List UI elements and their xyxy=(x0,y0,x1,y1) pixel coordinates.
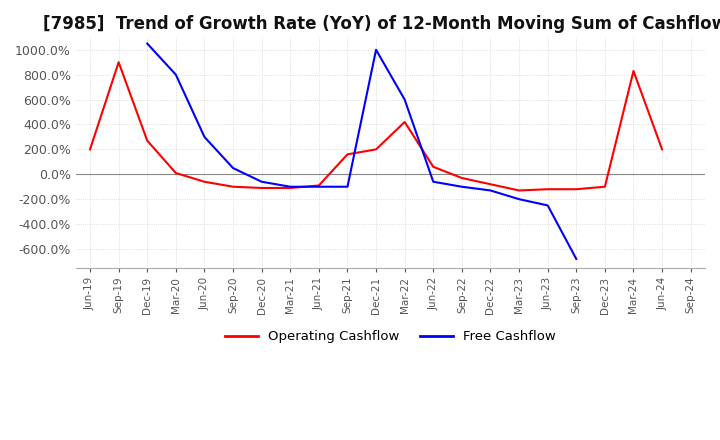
Legend: Operating Cashflow, Free Cashflow: Operating Cashflow, Free Cashflow xyxy=(220,325,561,348)
Title: [7985]  Trend of Growth Rate (YoY) of 12-Month Moving Sum of Cashflows: [7985] Trend of Growth Rate (YoY) of 12-… xyxy=(43,15,720,33)
